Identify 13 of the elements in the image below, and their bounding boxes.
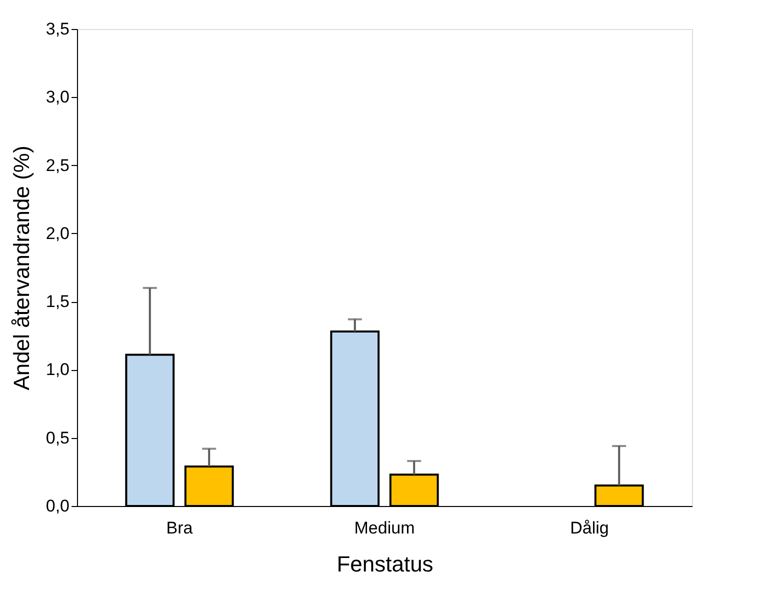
y-tick-label: 0,5: [46, 428, 70, 448]
y-axis-title: Andel återvandrande (%): [8, 146, 34, 390]
y-tick-label: 2,0: [46, 224, 70, 243]
y-tick-label: 1,0: [46, 360, 70, 380]
y-tick-label: 3,0: [46, 88, 70, 107]
x-tick-label: Medium: [354, 518, 415, 538]
y-tick-label: 3,5: [46, 20, 70, 38]
x-tick-label: Dålig: [570, 518, 609, 538]
x-axis-title: Fenstatus: [336, 552, 434, 576]
y-tick-label: 0,0: [46, 496, 70, 516]
y-tick-label: 1,5: [46, 292, 70, 312]
y-tick-label: 2,5: [46, 156, 70, 175]
x-tick-label: Bra: [166, 518, 194, 538]
